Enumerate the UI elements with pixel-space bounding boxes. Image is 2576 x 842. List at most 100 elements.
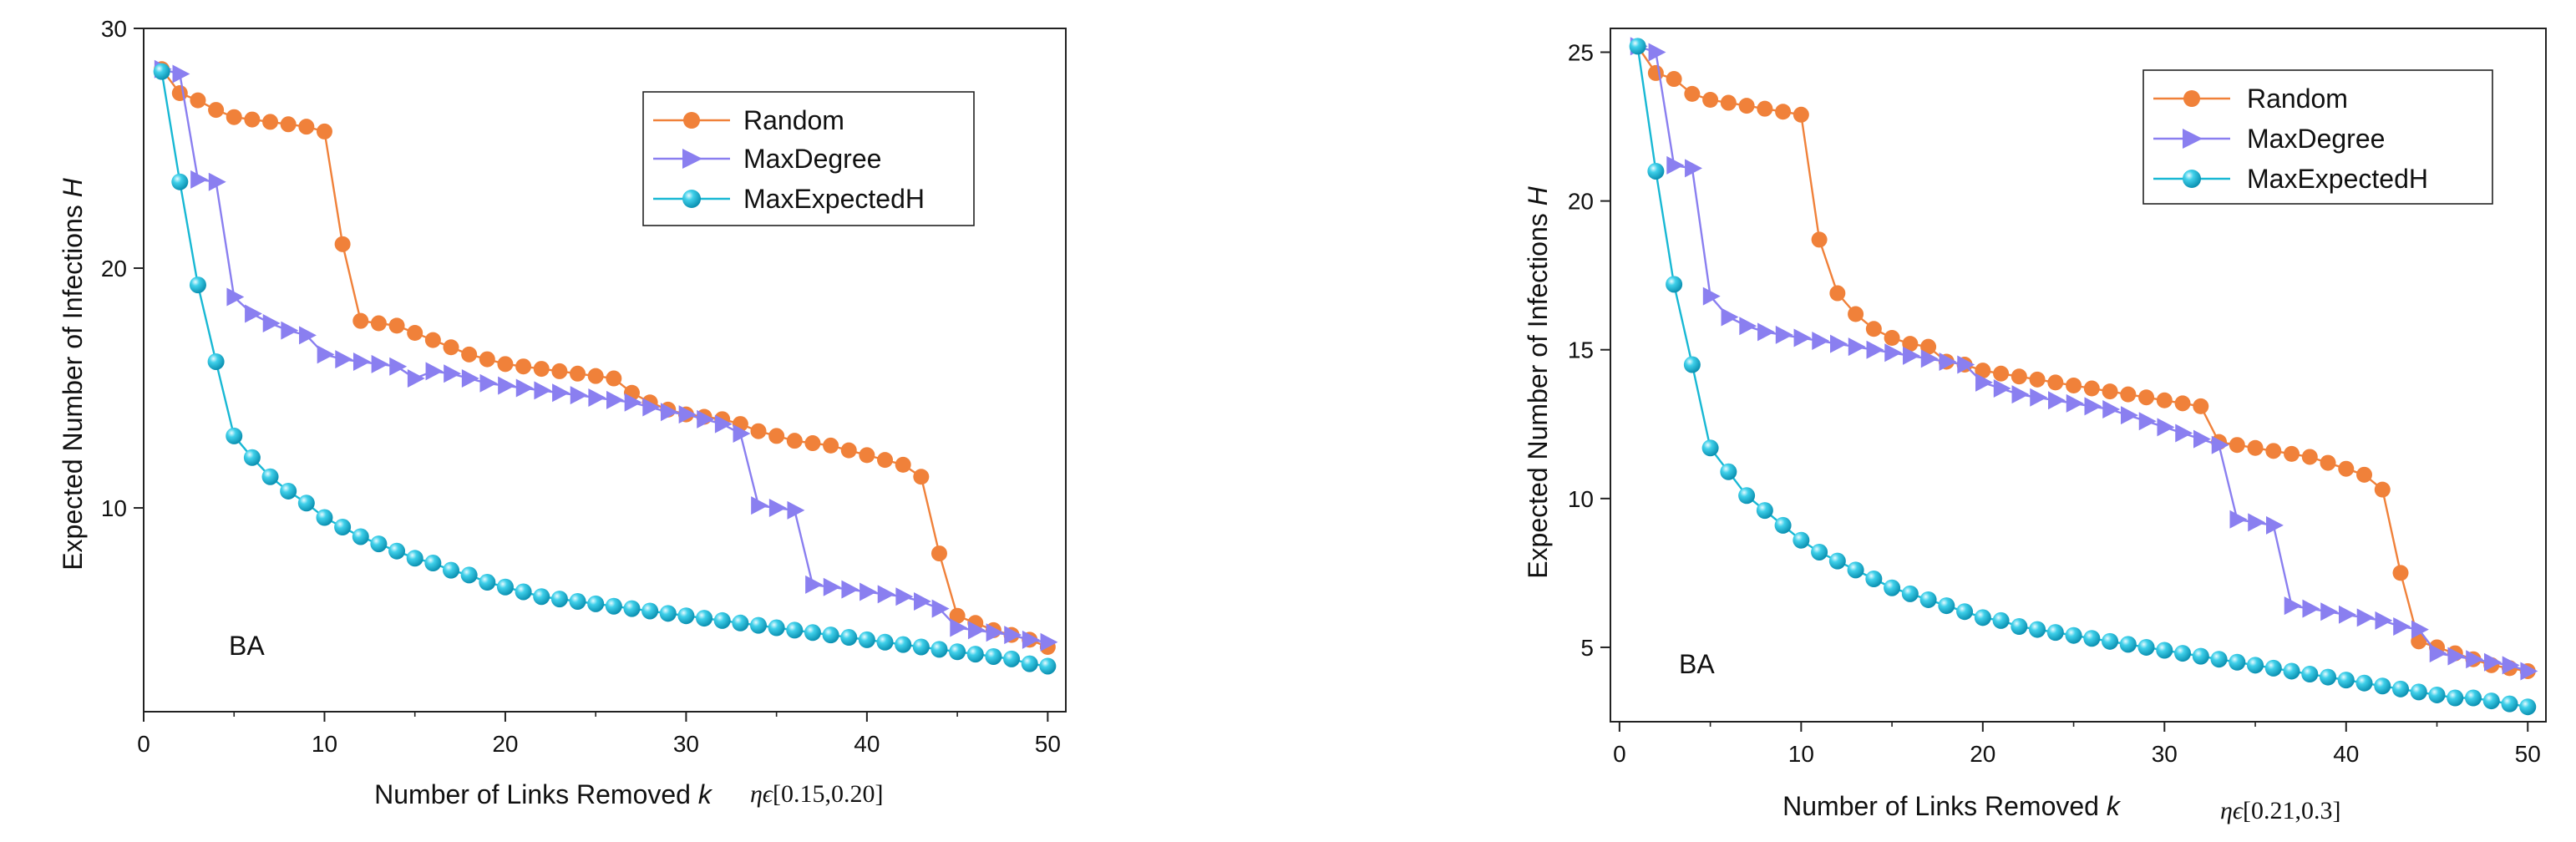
data-point-maxdegree: [2030, 388, 2048, 407]
data-point-maxdegree: [2248, 513, 2266, 532]
data-point-random: [750, 423, 767, 439]
data-point-random: [1920, 338, 1937, 355]
data-point-maxdegree: [1702, 287, 1721, 306]
data-point-random: [1975, 363, 1991, 379]
eta-range-label: ηϵ[0.21,0.3]: [2220, 797, 2340, 824]
data-point-random: [424, 332, 441, 348]
data-point-random: [334, 236, 351, 252]
data-point-maxdegree: [2375, 611, 2393, 630]
data-point-maxdegree: [2175, 424, 2193, 443]
data-point-maxexpectedh: [2501, 695, 2518, 713]
data-point-random: [2301, 449, 2318, 465]
data-point-maxdegree: [1939, 352, 1957, 371]
data-point-maxexpectedh: [533, 588, 550, 606]
data-point-maxdegree: [2229, 510, 2248, 529]
data-point-maxexpectedh: [2283, 662, 2300, 680]
data-point-maxdegree: [245, 304, 262, 323]
data-point-random: [370, 315, 387, 332]
data-point-random: [2156, 392, 2173, 408]
data-point-maxexpectedh: [1793, 531, 1810, 549]
legend-entry-maxdegree: MaxDegree: [2247, 124, 2385, 154]
data-point-maxdegree: [2084, 397, 2102, 416]
data-point-random: [2120, 386, 2137, 403]
legend-marker-random: [2183, 90, 2200, 107]
data-point-maxexpectedh: [786, 621, 804, 639]
data-point-maxexpectedh: [2102, 632, 2119, 650]
data-point-maxexpectedh: [460, 566, 478, 584]
data-point-maxexpectedh: [2119, 636, 2137, 653]
y-tick-label: 10: [101, 495, 127, 521]
data-point-maxexpectedh: [2392, 680, 2410, 697]
data-point-maxexpectedh: [623, 600, 641, 617]
data-point-random: [1775, 104, 1792, 120]
data-point-maxexpectedh: [1956, 603, 1974, 621]
x-tick-label: 40: [2333, 741, 2359, 767]
data-point-random: [280, 116, 297, 133]
data-point-maxdegree: [371, 354, 389, 373]
data-point-maxdegree: [407, 369, 425, 388]
data-point-random: [768, 428, 785, 444]
data-point-maxexpectedh: [2301, 666, 2319, 683]
data-point-maxdegree: [190, 170, 209, 189]
data-point-random: [407, 325, 423, 342]
data-point-maxdegree: [1848, 337, 1866, 357]
data-point-maxexpectedh: [550, 591, 568, 608]
data-point-maxdegree: [552, 383, 570, 403]
data-point-maxdegree: [697, 409, 715, 429]
data-point-maxexpectedh: [479, 574, 496, 591]
data-point-random: [877, 452, 894, 469]
data-point-maxdegree: [2102, 399, 2121, 418]
data-point-maxexpectedh: [1811, 543, 1828, 560]
data-point-random: [1720, 94, 1737, 111]
data-point-random: [2411, 633, 2427, 650]
data-point-maxexpectedh: [605, 597, 622, 615]
data-point-random: [804, 435, 821, 452]
data-point-maxdegree: [299, 326, 317, 345]
data-point-maxexpectedh: [732, 614, 749, 632]
data-point-random: [1702, 91, 1719, 108]
data-point-random: [2047, 374, 2064, 391]
data-point-random: [2229, 437, 2245, 454]
data-point-random: [931, 545, 947, 562]
data-point-random: [2174, 395, 2191, 412]
axis-ticks: 0 10 20 30 40 50 5 10 15 20 25: [1568, 39, 2541, 767]
data-point-random: [1848, 306, 1864, 322]
data-point-random: [2284, 445, 2300, 462]
data-point-maxdegree: [444, 364, 462, 383]
legend-entry-maxexpectedh: MaxExpectedH: [2247, 164, 2428, 194]
data-point-maxdegree: [262, 314, 281, 333]
data-point-maxdegree: [1739, 317, 1757, 336]
legend: Random MaxDegree MaxExpectedH: [642, 91, 975, 226]
legend-entry-random: Random: [2247, 84, 2348, 114]
data-point-maxexpectedh: [641, 602, 659, 620]
data-point-maxexpectedh: [2156, 642, 2173, 659]
data-point-random: [443, 339, 459, 356]
chart-panel-right: 0 10 20 30 40 50 5 10 15 20 25 Number of Links Rem…: [1523, 28, 2547, 824]
data-point-maxdegree: [1830, 334, 1848, 353]
data-point-maxexpectedh: [1756, 502, 1773, 520]
data-point-maxdegree: [1757, 322, 1775, 342]
data-point-random: [190, 92, 206, 109]
data-point-random: [2066, 377, 2082, 393]
data-point-random: [479, 351, 495, 368]
data-point-maxdegree: [733, 424, 751, 444]
y-axis-label: Expected Number of Infections H: [1523, 185, 1553, 578]
x-tick-label: 20: [492, 731, 518, 757]
y-tick-label: 10: [1568, 486, 1594, 512]
data-point-maxexpectedh: [2247, 657, 2264, 674]
data-point-random: [244, 111, 261, 128]
data-point-maxdegree: [1648, 43, 1666, 62]
data-point-maxexpectedh: [2355, 674, 2373, 692]
data-point-random: [2356, 466, 2373, 483]
data-point-random: [2011, 368, 2027, 385]
data-point-random: [895, 456, 911, 473]
y-tick-label: 30: [101, 16, 127, 42]
data-point-maxexpectedh: [1003, 650, 1021, 667]
data-point-maxexpectedh: [1774, 516, 1792, 534]
data-point-random: [1793, 106, 1809, 123]
legend-marker-maxexpectedh: [2183, 170, 2201, 188]
data-point-maxexpectedh: [1828, 552, 1846, 570]
data-point-random: [859, 447, 875, 464]
data-point-maxexpectedh: [569, 592, 586, 610]
